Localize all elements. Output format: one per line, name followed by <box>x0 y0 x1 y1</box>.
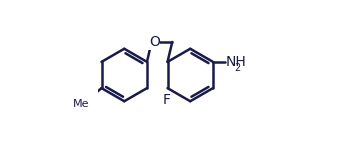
Text: O: O <box>149 35 160 49</box>
Text: 2: 2 <box>235 63 241 73</box>
Text: NH: NH <box>226 55 246 69</box>
Text: F: F <box>163 93 171 107</box>
Text: Me: Me <box>73 99 90 109</box>
